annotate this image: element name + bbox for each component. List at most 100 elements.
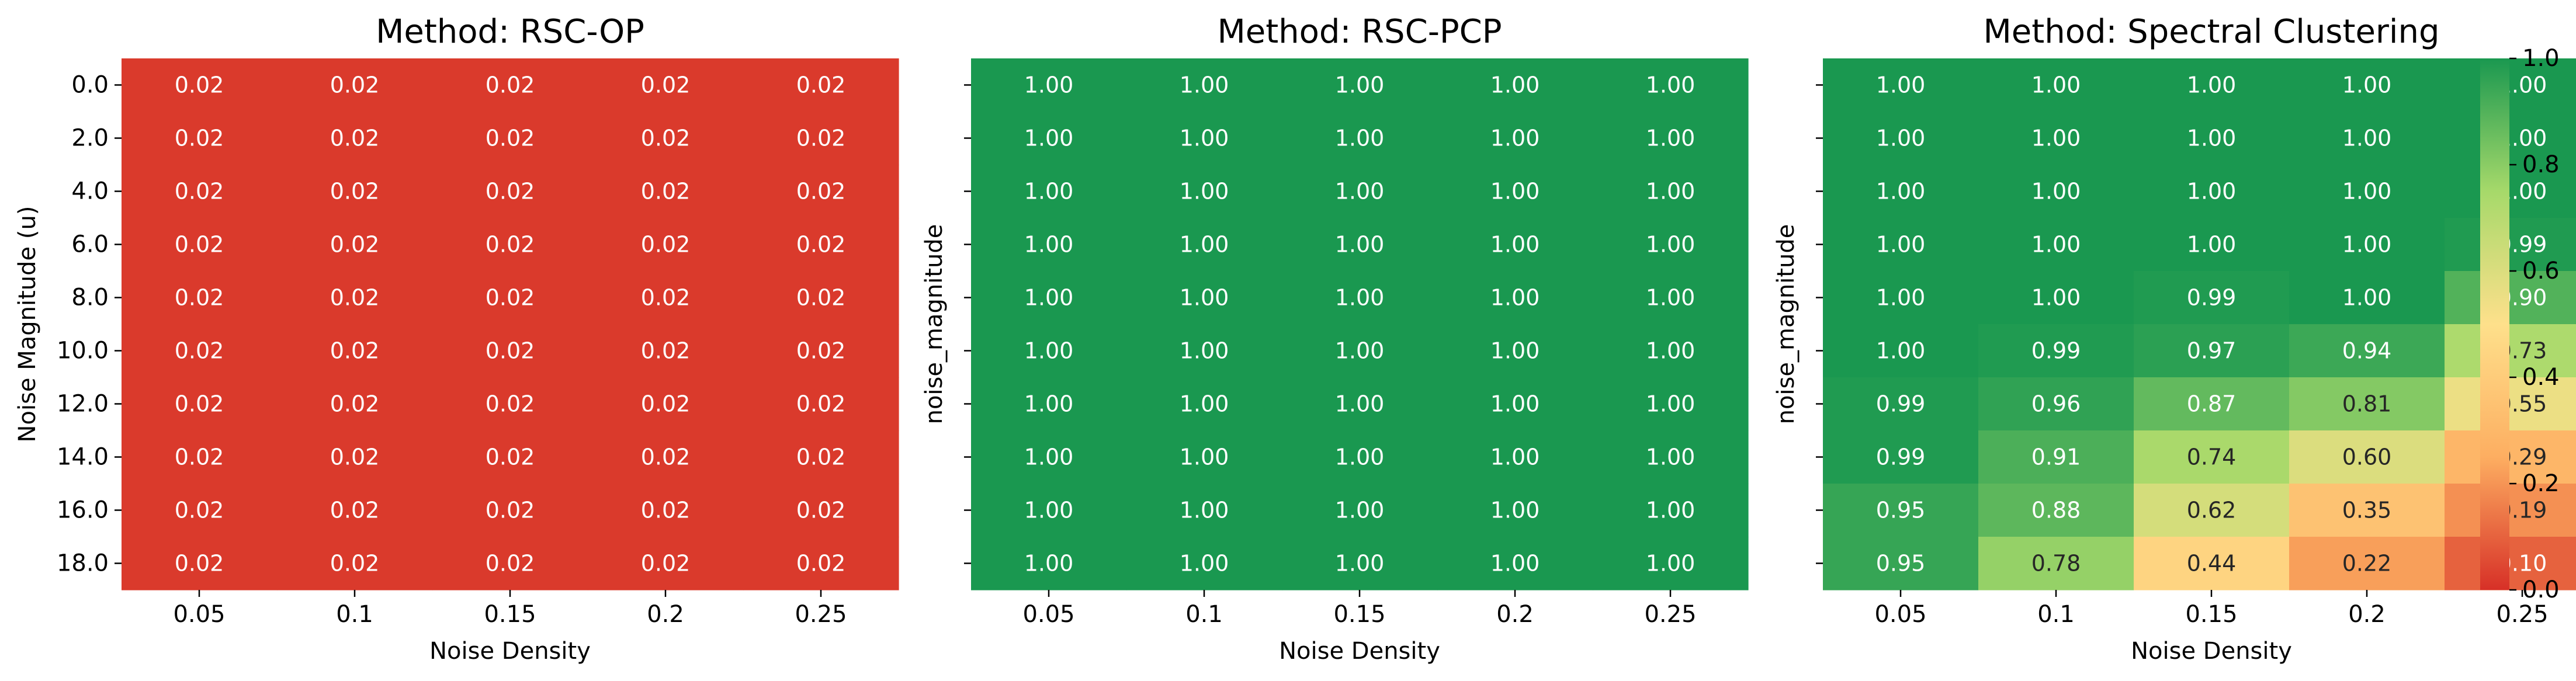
heatmap-cell (743, 271, 899, 325)
heatmap-cell (1282, 324, 1438, 378)
cell-value-label: 0.02 (796, 338, 846, 364)
x-tick-label: 0.25 (2496, 601, 2548, 628)
heatmap-cell (2289, 58, 2445, 112)
cell-value-label: 1.00 (1180, 444, 1229, 470)
heatmap-cell (122, 112, 278, 165)
y-tick-label: 18.0 (57, 550, 109, 577)
heatmap-cell (1823, 484, 1979, 537)
heatmap-cell (588, 377, 744, 431)
heatmap-cell (2134, 271, 2290, 325)
y-tick-label: 8.0 (71, 284, 109, 311)
heatmap-cell (743, 58, 899, 112)
heatmap-cell (1437, 165, 1593, 218)
heatmap-cell (743, 112, 899, 165)
cell-value-label: 1.00 (1490, 391, 1540, 417)
heatmap-cell (432, 430, 588, 484)
heatmap-cell (1823, 537, 1979, 590)
heatmap-cell (743, 537, 899, 590)
cell-value-label: 1.00 (1335, 72, 1385, 98)
cell-value-label: 0.02 (175, 285, 224, 311)
cell-value-label: 1.00 (2342, 232, 2392, 258)
cell-value-label: 0.02 (486, 551, 535, 576)
x-tick-label: 0.05 (1022, 601, 1074, 628)
x-tick-label: 0.2 (1496, 601, 1534, 628)
heatmap-cell (1823, 430, 1979, 484)
cell-value-label: 0.02 (175, 444, 224, 470)
heatmap-cell (971, 377, 1127, 431)
x-tick-label: 0.25 (1644, 601, 1696, 628)
cell-value-label: 1.00 (1490, 179, 1540, 204)
cell-value-label: 1.00 (1876, 285, 1926, 311)
cell-value-label: 0.02 (330, 498, 380, 523)
heatmap-cell (1126, 165, 1282, 218)
heatmap-cell (1126, 484, 1282, 537)
heatmap-cell (743, 165, 899, 218)
cell-value-label: 1.00 (2342, 126, 2392, 151)
y-tick-label: 16.0 (57, 497, 109, 524)
cell-value-label: 1.00 (1490, 285, 1540, 311)
cell-value-label: 1.00 (2187, 232, 2237, 258)
cell-value-label: 1.00 (1180, 72, 1229, 98)
cell-value-label: 0.02 (486, 232, 535, 258)
heatmap-cell (277, 377, 433, 431)
cell-value-label: 1.00 (1646, 498, 1696, 523)
cell-value-label: 1.00 (1180, 232, 1229, 258)
cell-value-label: 0.99 (1876, 391, 1926, 417)
cell-value-label: 1.00 (1646, 444, 1696, 470)
heatmap-cell (1437, 271, 1593, 325)
cell-value-label: 1.00 (1335, 551, 1385, 576)
colorbar-tick-label: 0.8 (2522, 151, 2560, 178)
heatmap-cell (2134, 430, 2290, 484)
heatmap-cell (743, 430, 899, 484)
heatmap-cell (1126, 537, 1282, 590)
heatmap-cell (588, 537, 744, 590)
heatmap-cell (1823, 112, 1979, 165)
cell-value-label: 1.00 (1876, 179, 1926, 204)
cell-value-label: 1.00 (2187, 72, 2237, 98)
heatmap-cell (1126, 377, 1282, 431)
heatmap-cell (1978, 112, 2134, 165)
cell-value-label: 1.00 (1335, 285, 1385, 311)
heatmap-cell (277, 484, 433, 537)
cell-value-label: 1.00 (2342, 285, 2392, 311)
cell-value-label: 0.94 (2342, 338, 2392, 364)
cell-value-label: 0.02 (330, 232, 380, 258)
heatmap-cell (588, 484, 744, 537)
cell-value-label: 1.00 (1876, 72, 1926, 98)
heatmap-cell (971, 271, 1127, 325)
cell-value-label: 1.00 (1024, 551, 1074, 576)
heatmap-cell (2134, 324, 2290, 378)
heatmap-cell (1978, 271, 2134, 325)
cell-value-label: 1.00 (1180, 126, 1229, 151)
heatmap-cell (122, 537, 278, 590)
x-tick-label: 0.15 (484, 601, 536, 628)
cell-value-label: 1.00 (1180, 338, 1229, 364)
cell-value-label: 0.02 (641, 232, 691, 258)
cell-value-label: 0.02 (175, 72, 224, 98)
heatmap-cell (2445, 112, 2576, 165)
heatmap-cell (1437, 377, 1593, 431)
heatmap-cell (122, 377, 278, 431)
heatmap-cell (1282, 112, 1438, 165)
x-tick-label: 0.05 (1874, 601, 1926, 628)
heatmap-cell (1437, 324, 1593, 378)
cell-value-label: 1.00 (1180, 179, 1229, 204)
heatmap-cell (1126, 112, 1282, 165)
cell-value-label: 0.95 (1876, 498, 1926, 523)
cell-value-label: 1.00 (2342, 72, 2392, 98)
heatmap-cell (277, 58, 433, 112)
cell-value-label: 1.00 (1876, 338, 1926, 364)
colorbar-tick-label: 1.0 (2522, 45, 2560, 72)
heatmap-cell (971, 165, 1127, 218)
heatmap-cell (1282, 377, 1438, 431)
heatmap-cell (1126, 324, 1282, 378)
colorbar-tick-label: 0.4 (2522, 364, 2560, 391)
heatmap-cell (743, 377, 899, 431)
cell-value-label: 0.02 (641, 391, 691, 417)
cell-value-label: 0.02 (175, 179, 224, 204)
cell-value-label: 0.02 (330, 444, 380, 470)
cell-value-label: 0.02 (175, 498, 224, 523)
cell-value-label: 1.00 (1646, 391, 1696, 417)
cell-value-label: 1.00 (1646, 72, 1696, 98)
heatmap-cell (2289, 271, 2445, 325)
